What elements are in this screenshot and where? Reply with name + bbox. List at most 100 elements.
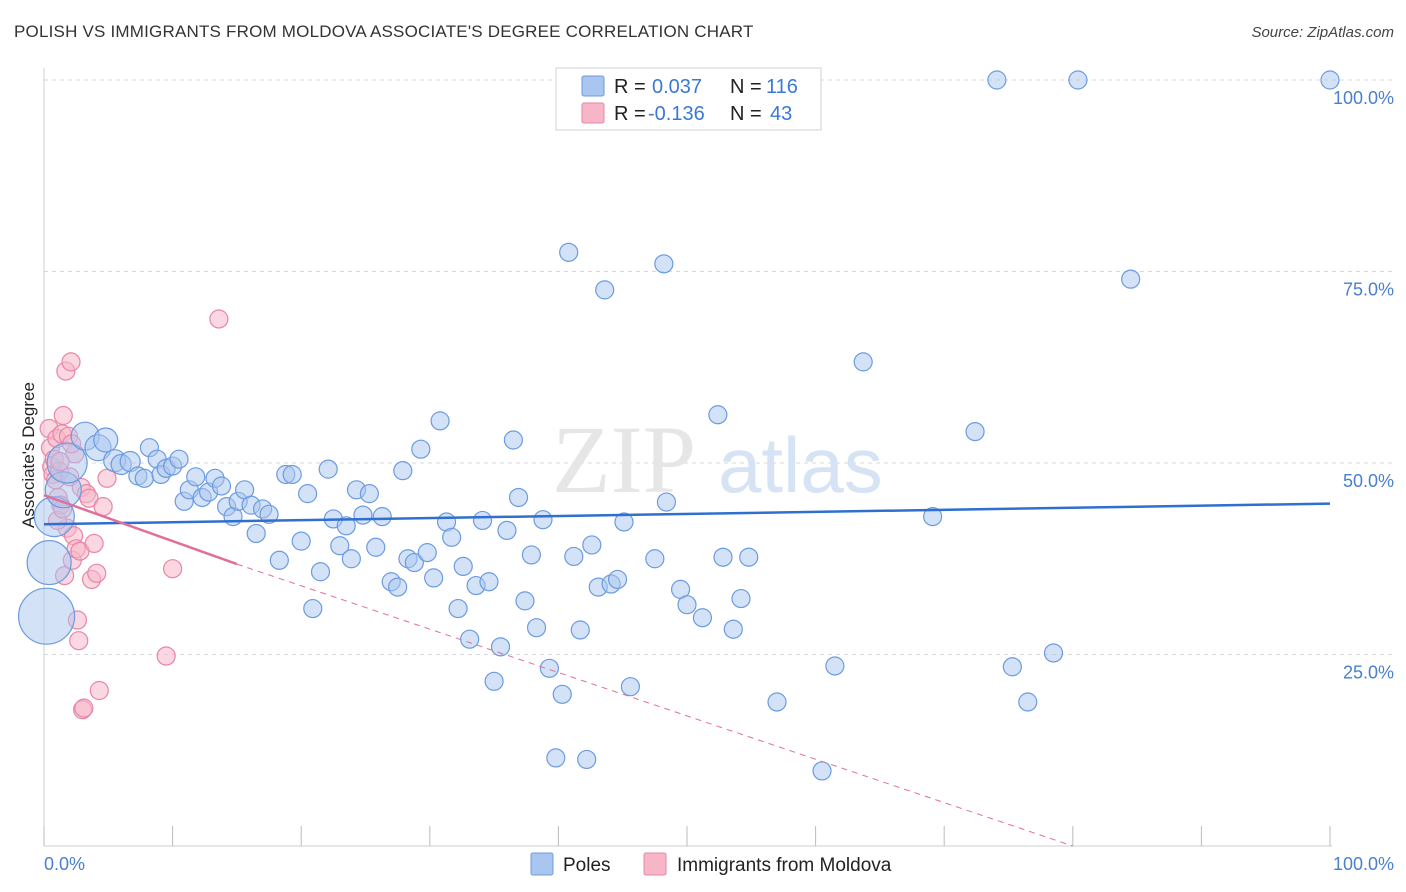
point-poles-40 <box>310 562 331 582</box>
point-moldova-31 <box>84 533 104 554</box>
point-poles-33 <box>259 504 279 524</box>
legend-label-poles: Poles <box>563 855 611 876</box>
point-poles-89 <box>614 512 634 532</box>
point-poles-81 <box>564 546 584 567</box>
point-moldova-36 <box>156 646 176 666</box>
y-tick-labels: 25.0% 50.0% 75.0% 100.0% <box>1333 88 1394 683</box>
point-poles-62 <box>448 598 468 619</box>
point-moldova-32 <box>87 563 107 583</box>
stats-swatch-poles <box>581 75 605 97</box>
point-poles-88 <box>607 569 628 590</box>
point-poles-110 <box>1018 692 1038 712</box>
point-poles-1 <box>26 539 72 586</box>
point-poles-109 <box>1002 657 1022 677</box>
point-poles-36 <box>282 464 302 485</box>
point-poles-47 <box>353 505 373 525</box>
point-poles-56 <box>411 439 431 459</box>
point-poles-31 <box>246 523 266 544</box>
point-poles-82 <box>570 620 590 640</box>
stats-n-value-moldova: 43 <box>770 103 792 125</box>
point-poles-99 <box>723 619 743 639</box>
point-poles-25 <box>211 476 232 496</box>
point-poles-52 <box>388 577 408 597</box>
stats-n-label-moldova: N = <box>730 103 762 125</box>
point-poles-38 <box>298 484 318 504</box>
point-poles-59 <box>430 411 450 431</box>
point-poles-102 <box>767 692 787 712</box>
trend-line-moldova <box>43 493 238 566</box>
point-poles-77 <box>539 658 559 678</box>
trend-lines <box>43 493 1331 847</box>
point-poles-74 <box>521 545 541 565</box>
point-poles-50 <box>372 507 392 527</box>
point-moldova-37 <box>163 559 183 579</box>
y-tick-label-25: 25.0% <box>1343 663 1394 683</box>
y-tick-label-50: 50.0% <box>1343 471 1394 491</box>
point-poles-44 <box>336 516 356 536</box>
point-moldova-29 <box>79 488 99 508</box>
point-poles-101 <box>739 547 759 567</box>
stats-r-label-moldova: R = <box>614 103 646 125</box>
point-poles-0 <box>17 587 76 645</box>
point-poles-69 <box>490 637 511 657</box>
point-poles-41 <box>318 459 338 479</box>
point-moldova-38 <box>209 309 229 329</box>
bottom-legend: Poles Immigrants from Moldova <box>530 852 892 876</box>
point-poles-95 <box>677 595 697 615</box>
point-poles-114 <box>1320 70 1340 90</box>
trend-line-moldova-extension <box>236 563 1073 847</box>
point-poles-57 <box>417 543 437 563</box>
point-poles-104 <box>825 656 845 676</box>
stats-legend: R = 0.037 N = 116 R = -0.136 N = 43 <box>555 67 822 131</box>
point-poles-96 <box>692 608 713 628</box>
stats-r-value-poles: 0.037 <box>652 76 702 98</box>
point-moldova-23 <box>69 631 89 651</box>
point-poles-49 <box>366 537 386 557</box>
point-poles-107 <box>965 421 985 442</box>
point-moldova-17 <box>61 352 81 372</box>
point-poles-100 <box>731 588 751 609</box>
point-poles-70 <box>497 520 517 541</box>
x-tick-label-100: 100.0% <box>1333 854 1394 874</box>
point-poles-92 <box>654 254 674 274</box>
point-poles-78 <box>546 748 566 768</box>
point-poles-75 <box>526 618 547 638</box>
point-poles-61 <box>442 527 462 547</box>
point-poles-37 <box>291 531 311 551</box>
point-moldova-33 <box>89 680 109 701</box>
point-poles-63 <box>453 556 473 577</box>
point-poles-76 <box>533 510 553 530</box>
point-poles-108 <box>987 70 1007 90</box>
point-poles-48 <box>359 484 379 504</box>
point-poles-98 <box>713 547 733 567</box>
point-moldova-27 <box>74 698 94 718</box>
point-poles-72 <box>508 487 529 508</box>
source-label: Source: ZipAtlas.com <box>1251 24 1394 41</box>
point-poles-43 <box>330 536 350 556</box>
point-poles-68 <box>484 671 504 691</box>
point-poles-90 <box>620 677 641 697</box>
point-poles-4 <box>46 442 88 484</box>
y-tick-label-100: 100.0% <box>1333 88 1394 108</box>
point-poles-55 <box>404 552 424 573</box>
stats-r-label-poles: R = <box>614 76 646 98</box>
point-poles-105 <box>853 352 873 372</box>
point-poles-83 <box>577 749 597 770</box>
point-poles-7 <box>93 427 119 453</box>
point-poles-84 <box>582 535 602 555</box>
point-poles-112 <box>1068 70 1088 90</box>
x-axis-ticks <box>43 826 1331 846</box>
point-poles-97 <box>708 405 728 425</box>
chart-title: POLISH VS IMMIGRANTS FROM MOLDOVA ASSOCI… <box>14 22 754 41</box>
point-poles-12 <box>134 468 154 488</box>
point-poles-73 <box>515 591 535 611</box>
point-poles-71 <box>503 430 523 450</box>
legend-swatch-moldova <box>643 852 667 876</box>
point-poles-91 <box>645 549 665 569</box>
point-poles-80 <box>559 242 579 262</box>
point-poles-103 <box>812 761 832 781</box>
point-poles-39 <box>303 598 323 619</box>
stats-r-value-moldova: -0.136 <box>648 103 705 125</box>
stats-swatch-moldova <box>581 102 605 124</box>
